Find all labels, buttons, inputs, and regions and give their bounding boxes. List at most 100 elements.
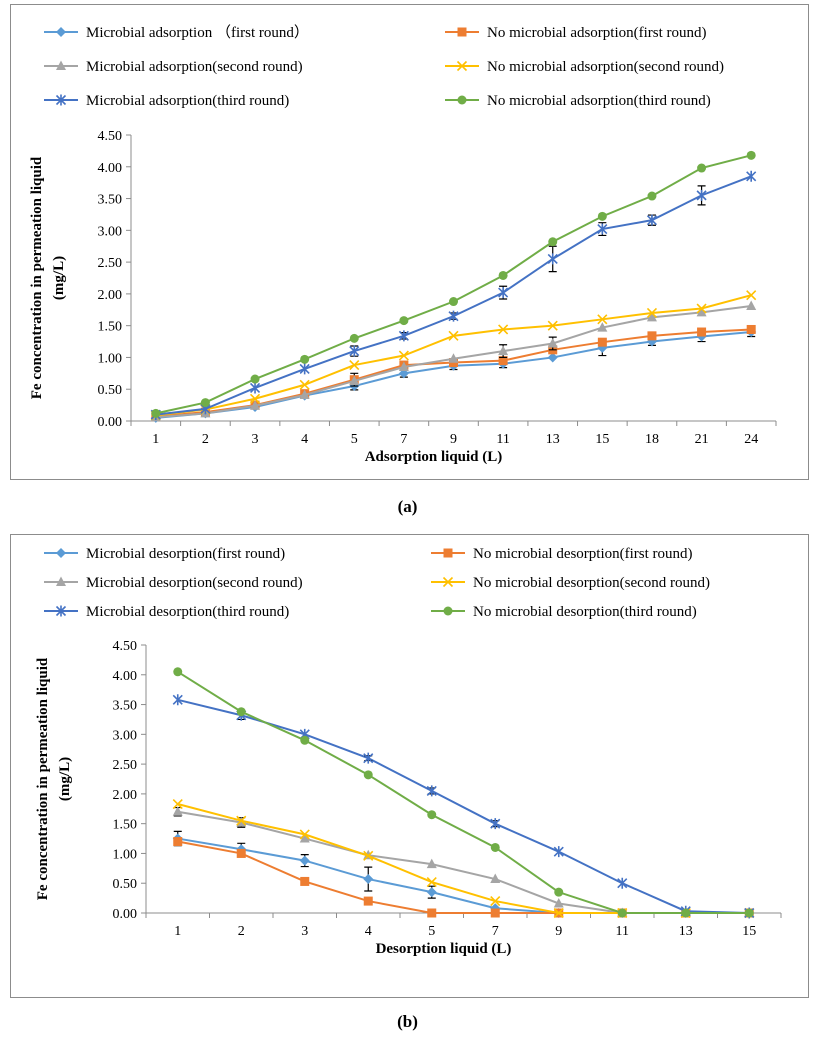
chart-b-x-tick-label-5: 7 <box>492 924 499 939</box>
chart-a-x-axis-title: Adsorption liquid (L) <box>365 449 503 465</box>
chart-a-series-3-point-2 <box>249 393 261 404</box>
chart-b-series-5-point-2 <box>300 735 310 745</box>
chart-a-series-2-point-3 <box>299 389 310 399</box>
chart-a-series-4-point-10 <box>646 214 658 226</box>
chart-a-x-tick-label-4: 5 <box>351 432 358 447</box>
chart-b-legend-label-0: Microbial desorption(first round) <box>86 546 285 562</box>
chart-b-series-0 <box>172 830 755 918</box>
chart-b-x-tick-label-9: 15 <box>742 924 756 939</box>
chart-b-svg: Microbial desorption(first round) No micr… <box>35 546 782 957</box>
chart-b-series-5-point-3 <box>363 770 373 780</box>
chart-a-legend-marker-0 <box>56 27 66 37</box>
chart-a-y-tick-label-9: 4.50 <box>98 129 123 144</box>
chart-b-legend-marker-3 <box>442 576 454 588</box>
chart-a-series-1-point-12 <box>746 324 756 334</box>
chart-a-legend-entry-5: No microbial adsorption(third round) <box>445 93 711 109</box>
chart-a-series-2-point-2 <box>250 400 261 410</box>
chart-a-series-0-point-8 <box>547 352 558 363</box>
chart-a-series-1-point-7 <box>498 356 508 366</box>
chart-b-series-0-point-5 <box>490 903 501 914</box>
chart-b-y-tick-label-6: 3.00 <box>113 728 138 743</box>
chart-a-series-4-point-12 <box>746 170 757 182</box>
chart-a-y-tick-label-6: 3.00 <box>98 224 123 239</box>
chart-b-series-2-point-0 <box>172 806 183 816</box>
chart-a-series-3-point-5 <box>398 350 409 361</box>
chart-b-series-5 <box>173 667 754 918</box>
chart-b-series-0-point-2 <box>299 855 310 866</box>
chart-b-series-4-point-5 <box>490 818 501 830</box>
chart-a-x-tick-label-9: 15 <box>595 432 609 447</box>
chart-b-legend-label-1: No microbial desorption(first round) <box>473 546 693 562</box>
chart-b-series-4-point-0 <box>172 694 183 706</box>
chart-a-series-3-point-11 <box>696 303 707 314</box>
chart-a-y-tick-label-4: 2.00 <box>98 288 123 303</box>
chart-a-x-tick-label-5: 7 <box>400 432 407 447</box>
chart-b-series-3-point-6 <box>553 907 564 919</box>
chart-b-caption: (b) <box>397 1012 418 1031</box>
chart-a-series-5-point-12 <box>746 150 756 160</box>
chart-a-y-tick-label-0: 0.00 <box>98 415 123 430</box>
chart-a-series-5-point-8 <box>548 237 558 247</box>
chart-a-series-4 <box>150 170 757 421</box>
chart-a-series-2-point-8 <box>547 337 558 348</box>
chart-a-series-0-line <box>155 331 752 419</box>
chart-panel-a: Microbial adsorption （first round） No mic… <box>10 4 809 480</box>
chart-b-y-axis-title-line2: (mg/L) <box>57 757 73 801</box>
chart-b-series-4-point-7 <box>617 877 628 889</box>
chart-b-series-2-point-6 <box>553 897 564 908</box>
chart-b-series-4-point-3 <box>363 752 374 764</box>
chart-b-y-axis-title-line1: Fe concentration in permeation liquid <box>35 657 51 900</box>
chart-b-x-tick-label-8: 13 <box>679 924 693 939</box>
chart-a-series-3-point-4 <box>349 360 360 371</box>
chart-a-series-1-point-10 <box>647 331 657 341</box>
chart-b-series-3-point-5 <box>490 896 501 907</box>
chart-panel-b: Microbial desorption(first round) No micr… <box>10 534 809 998</box>
chart-b-x-tick-label-2: 3 <box>301 924 308 939</box>
chart-a-series-4-point-5 <box>398 330 409 342</box>
chart-a-legend-entry-2: Microbial adsorption(second round) <box>44 59 303 75</box>
chart-a-series-4-point-7 <box>498 287 509 299</box>
chart-b-series-3-point-0 <box>172 798 183 810</box>
chart-b-x-tick-label-1: 2 <box>238 924 245 939</box>
chart-a-series-4-point-8 <box>547 253 558 265</box>
chart-b-series-4-point-6 <box>553 846 564 858</box>
chart-b-legend-marker-0 <box>56 548 66 558</box>
chart-a-y-axis-title-line1: Fe concentration in permeation liquid <box>29 156 45 399</box>
chart-a-series-5-point-11 <box>697 163 707 173</box>
chart-b-series-5-point-7 <box>617 908 627 918</box>
chart-b-series-5-point-1 <box>236 707 246 717</box>
chart-b-series-1-point-3 <box>363 896 373 906</box>
chart-b-y-tick-label-4: 2.00 <box>113 788 138 803</box>
chart-a-legend-label-2: Microbial adsorption(second round) <box>86 59 303 75</box>
chart-b-x-tick-label-4: 5 <box>428 924 435 939</box>
chart-a-series-5-point-10 <box>647 191 657 201</box>
chart-a-series-2-point-7 <box>498 345 509 356</box>
chart-b-series-3-point-2 <box>299 829 310 840</box>
chart-a-y-tick-label-8: 4.00 <box>98 161 123 176</box>
chart-a-legend-label-4: Microbial adsorption(third round) <box>86 93 289 109</box>
chart-b-y-tick-label-8: 4.00 <box>113 669 138 684</box>
chart-a-x-tick-label-8: 13 <box>546 432 560 447</box>
chart-b-y-tick-label-5: 2.50 <box>113 758 138 773</box>
chart-a-series-2-point-4 <box>349 375 360 385</box>
chart-b-series-1-point-0 <box>173 837 183 847</box>
chart-a-y-tick-label-1: 0.50 <box>98 383 123 398</box>
chart-a-series-5-point-3 <box>300 354 310 364</box>
chart-a-series-4-point-2 <box>249 382 261 394</box>
chart-a-x-tick-label-6: 9 <box>450 432 457 447</box>
chart-b-series-3-line <box>177 803 750 914</box>
chart-a-series-3-point-3 <box>299 379 310 390</box>
chart-a-series-5-point-1 <box>200 398 210 408</box>
chart-a-legend-marker-5 <box>457 95 467 105</box>
chart-b-legend-entry-1: No microbial desorption(first round) <box>431 546 693 562</box>
chart-a-series-3 <box>150 290 757 421</box>
chart-a-legend-label-0: Microbial adsorption （first round） <box>86 24 309 41</box>
chart-b-legend-marker-4 <box>55 605 67 617</box>
chart-a-legend-marker-2 <box>56 60 66 70</box>
chart-a-series-5-point-2 <box>250 374 260 384</box>
chart-a-series-5-point-7 <box>498 270 508 280</box>
chart-a-series-4-point-11 <box>696 189 707 201</box>
chart-a-x-tick-label-3: 4 <box>301 432 308 447</box>
chart-b-y-tick-label-1: 0.50 <box>113 877 138 892</box>
chart-b-series-3-point-3 <box>363 850 374 861</box>
